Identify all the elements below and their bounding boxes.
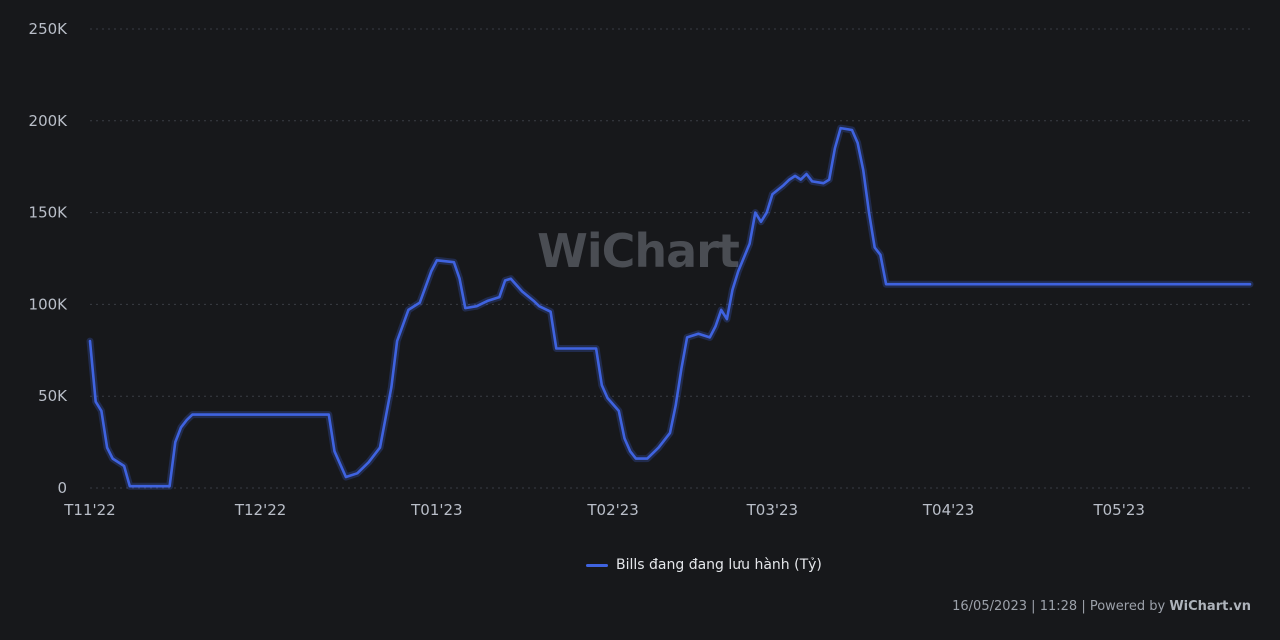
series-line-0[interactable] [88, 126, 1252, 488]
footer-powered-by: Powered by [1089, 599, 1166, 614]
watermark-text: WiChart [537, 224, 739, 278]
x-tick-label: T03'23 [746, 501, 798, 519]
y-tick-label: 50K [38, 387, 68, 405]
y-tick-label: 250K [29, 20, 69, 38]
legend[interactable]: Bills đang đang lưu hành (Tỷ) [586, 557, 822, 573]
footer-brand[interactable]: WiChart.vn [1169, 599, 1251, 614]
y-tick-label: 0 [57, 479, 67, 497]
watermark-logo: WiChart [537, 224, 740, 278]
x-tick-label: T01'23 [410, 501, 462, 519]
y-axis: 0 50K 100K 150K 200K 250K [29, 20, 69, 497]
legend-swatch [586, 563, 608, 567]
grid-lines [90, 28, 1250, 489]
footer-timestamp: 16/05/2023 | 11:28 [952, 599, 1078, 614]
footer-separator: | [1081, 599, 1086, 614]
legend-label: Bills đang đang lưu hành (Tỷ) [616, 557, 822, 573]
x-tick-label: T11'22 [63, 501, 115, 519]
x-tick-label: T12'22 [234, 501, 286, 519]
x-tick-label: T04'23 [922, 501, 974, 519]
y-tick-label: 100K [29, 295, 69, 313]
series-group [86, 124, 1254, 490]
footer-credit: 16/05/2023 | 11:28 | Powered by WiChart.… [952, 599, 1251, 614]
x-axis: T11'22 T12'22 T01'23 T02'23 T03'23 T04'23 T05'… [63, 501, 1145, 519]
y-tick-label: 150K [29, 204, 69, 222]
x-tick-label: T05'23 [1092, 501, 1144, 519]
x-tick-label: T02'23 [586, 501, 638, 519]
y-tick-label: 200K [29, 112, 69, 130]
